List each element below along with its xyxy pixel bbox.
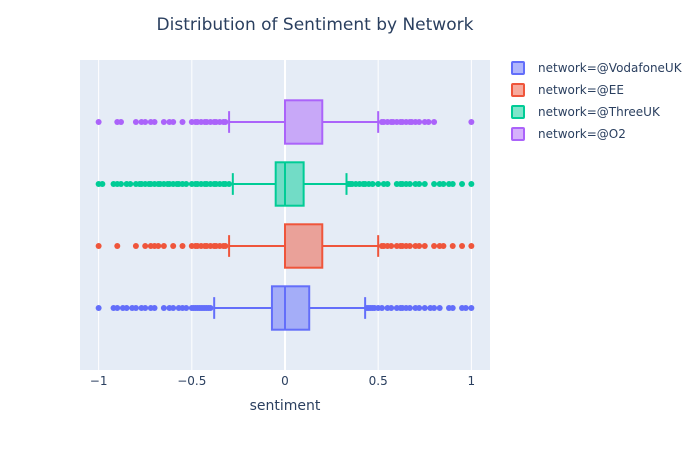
outlier-point[interactable] bbox=[207, 305, 214, 311]
outlier-point[interactable] bbox=[160, 305, 167, 311]
legend-swatch bbox=[511, 105, 525, 119]
outlier-point[interactable] bbox=[151, 119, 158, 125]
legend-label: network=@ThreeUK bbox=[538, 105, 661, 119]
legend-item[interactable]: network=@ThreeUK bbox=[511, 105, 661, 119]
outlier-point[interactable] bbox=[160, 119, 167, 125]
box-trace[interactable] bbox=[95, 285, 475, 331]
outlier-point[interactable] bbox=[142, 243, 149, 249]
outlier-point[interactable] bbox=[416, 181, 423, 187]
outlier-point[interactable] bbox=[151, 305, 158, 311]
x-tick-label: −0.5 bbox=[177, 374, 206, 388]
outlier-point[interactable] bbox=[95, 305, 102, 311]
x-axis-title: sentiment bbox=[250, 398, 321, 414]
outlier-point[interactable] bbox=[222, 119, 229, 125]
outlier-point[interactable] bbox=[179, 243, 186, 249]
outlier-point[interactable] bbox=[431, 119, 438, 125]
outlier-point[interactable] bbox=[95, 119, 102, 125]
outlier-point[interactable] bbox=[170, 305, 177, 311]
outlier-point[interactable] bbox=[170, 119, 177, 125]
outlier-point[interactable] bbox=[416, 243, 423, 249]
legend[interactable]: network=@VodafoneUK network=@EE network=@T… bbox=[511, 61, 683, 141]
outlier-point[interactable] bbox=[459, 181, 466, 187]
outlier-point[interactable] bbox=[421, 305, 428, 311]
outlier-point[interactable] bbox=[440, 181, 447, 187]
legend-item[interactable]: network=@VodafoneUK bbox=[511, 61, 683, 75]
outlier-point[interactable] bbox=[378, 305, 385, 311]
x-tick-label: 0.5 bbox=[369, 374, 388, 388]
x-tick-label: 1 bbox=[468, 374, 476, 388]
outlier-point[interactable] bbox=[142, 119, 149, 125]
outlier-point[interactable] bbox=[431, 243, 438, 249]
legend-swatch bbox=[511, 83, 525, 97]
outlier-point[interactable] bbox=[436, 305, 443, 311]
outlier-point[interactable] bbox=[459, 243, 466, 249]
outlier-point[interactable] bbox=[425, 119, 432, 125]
outlier-point[interactable] bbox=[449, 305, 456, 311]
legend-item[interactable]: network=@EE bbox=[511, 83, 624, 97]
outlier-point[interactable] bbox=[416, 119, 423, 125]
outlier-point[interactable] bbox=[431, 181, 438, 187]
outlier-point[interactable] bbox=[118, 119, 124, 125]
outlier-point[interactable] bbox=[160, 243, 167, 249]
box-trace[interactable] bbox=[95, 99, 475, 145]
outlier-point[interactable] bbox=[416, 305, 423, 311]
outlier-point[interactable] bbox=[179, 119, 186, 125]
outlier-point[interactable] bbox=[127, 181, 134, 187]
outlier-point[interactable] bbox=[132, 305, 139, 311]
legend-item[interactable]: network=@O2 bbox=[511, 127, 626, 141]
outlier-point[interactable] bbox=[114, 305, 121, 311]
box-trace[interactable] bbox=[95, 223, 475, 269]
outlier-point[interactable] bbox=[99, 181, 106, 187]
x-tick-label: −1 bbox=[90, 374, 108, 388]
outlier-point[interactable] bbox=[468, 119, 475, 125]
outlier-point[interactable] bbox=[406, 243, 413, 249]
outlier-point[interactable] bbox=[95, 243, 102, 249]
outlier-point[interactable] bbox=[388, 243, 395, 249]
outlier-point[interactable] bbox=[226, 181, 233, 187]
legend-label: network=@O2 bbox=[538, 127, 626, 141]
outlier-point[interactable] bbox=[132, 119, 139, 125]
outlier-point[interactable] bbox=[369, 181, 376, 187]
box-trace[interactable] bbox=[95, 161, 475, 207]
outlier-point[interactable] bbox=[118, 181, 124, 187]
box-iqr[interactable] bbox=[274, 161, 305, 207]
outlier-point[interactable] bbox=[468, 243, 475, 249]
outlier-point[interactable] bbox=[132, 243, 139, 249]
outlier-point[interactable] bbox=[406, 305, 413, 311]
outlier-point[interactable] bbox=[431, 305, 438, 311]
legend-label: network=@EE bbox=[538, 83, 624, 97]
box-iqr[interactable] bbox=[284, 99, 324, 145]
outlier-point[interactable] bbox=[183, 305, 190, 311]
outlier-point[interactable] bbox=[170, 243, 177, 249]
box-iqr[interactable] bbox=[270, 285, 311, 331]
x-tick-label: 0 bbox=[281, 374, 289, 388]
outlier-point[interactable] bbox=[384, 181, 391, 187]
outlier-point[interactable] bbox=[468, 305, 475, 311]
outlier-point[interactable] bbox=[406, 181, 413, 187]
outlier-point[interactable] bbox=[142, 305, 149, 311]
outlier-point[interactable] bbox=[388, 305, 395, 311]
outlier-point[interactable] bbox=[222, 243, 229, 249]
legend-swatch bbox=[511, 127, 525, 141]
outlier-point[interactable] bbox=[375, 181, 382, 187]
outlier-point[interactable] bbox=[421, 243, 428, 249]
outlier-point[interactable] bbox=[123, 305, 130, 311]
legend-label: network=@VodafoneUK bbox=[538, 61, 683, 75]
outlier-point[interactable] bbox=[183, 181, 190, 187]
outlier-point[interactable] bbox=[440, 243, 447, 249]
outlier-point[interactable] bbox=[462, 305, 469, 311]
outlier-point[interactable] bbox=[421, 181, 428, 187]
box-iqr[interactable] bbox=[284, 223, 324, 269]
outlier-point[interactable] bbox=[449, 243, 456, 249]
outlier-point[interactable] bbox=[468, 181, 475, 187]
outlier-point[interactable] bbox=[449, 181, 456, 187]
legend-swatch bbox=[511, 61, 525, 75]
chart-title: Distribution of Sentiment by Network bbox=[157, 15, 474, 35]
outlier-point[interactable] bbox=[114, 243, 121, 249]
outlier-point[interactable] bbox=[155, 243, 162, 249]
